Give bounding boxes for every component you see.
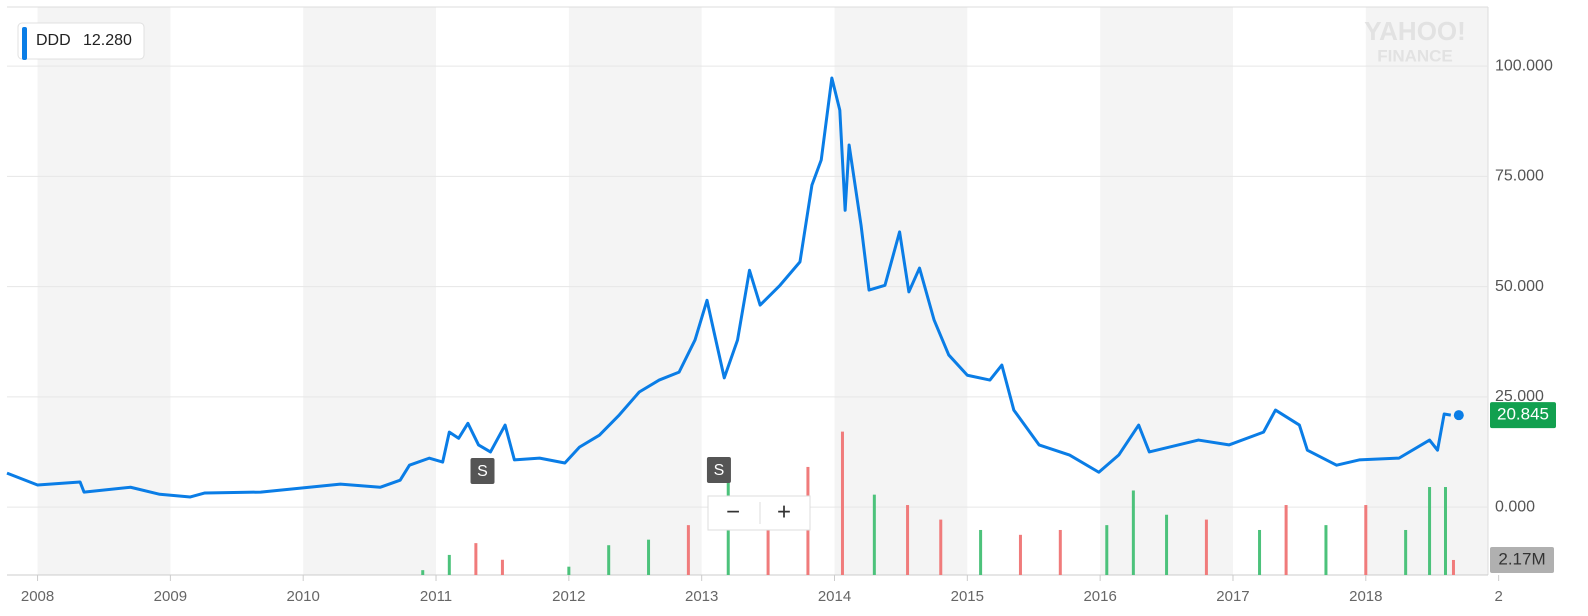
volume-bar xyxy=(979,529,983,575)
volume-bar xyxy=(500,559,504,575)
x-tick-label: 2012 xyxy=(552,588,585,605)
y-tick-label: 0.000 xyxy=(1495,498,1535,515)
legend-value: 12.280 xyxy=(83,32,132,49)
volume-bar xyxy=(1443,487,1447,575)
split-label: S xyxy=(714,462,725,479)
y-tick-label: 25.000 xyxy=(1495,388,1544,405)
volume-bar xyxy=(474,543,478,575)
y-tick-label: 50.000 xyxy=(1495,278,1544,295)
volume-bar xyxy=(939,519,943,575)
x-tick-label: 2014 xyxy=(818,588,851,605)
value-label-box xyxy=(1490,402,1556,429)
zoom-button[interactable]: − xyxy=(726,498,740,525)
volume-label: 2.17M xyxy=(1498,549,1545,568)
last-value-label: 20.845 xyxy=(1497,405,1549,424)
volume-bar xyxy=(1258,529,1262,575)
volume-bar xyxy=(1204,519,1208,575)
legend-name: DDD xyxy=(36,32,71,49)
split-marker[interactable] xyxy=(470,458,495,484)
volume-bar xyxy=(1131,490,1135,575)
volume-bar xyxy=(647,539,651,575)
year-band xyxy=(834,7,968,575)
volume-bar xyxy=(1018,534,1022,575)
volume-bar xyxy=(1105,525,1109,575)
x-tick-label: 2018 xyxy=(1349,588,1382,605)
x-tick-label: 2008 xyxy=(21,588,54,605)
year-band xyxy=(1365,7,1488,575)
volume-bar xyxy=(1364,505,1368,575)
volume-bar xyxy=(567,566,571,575)
x-tick-label: 2 xyxy=(1494,588,1502,605)
volume-bar xyxy=(840,431,844,575)
x-tick-label: 2013 xyxy=(685,588,718,605)
legend-swatch xyxy=(22,27,27,60)
volume-bar xyxy=(872,494,876,575)
x-tick-label: 2011 xyxy=(420,588,452,605)
volume-bar xyxy=(686,525,690,575)
split-marker[interactable] xyxy=(706,457,731,483)
year-band xyxy=(1100,7,1233,575)
watermark: FINANCE xyxy=(1377,46,1453,65)
volume-bar xyxy=(1451,559,1455,575)
volume-bar xyxy=(906,505,910,575)
volume-bar xyxy=(1284,505,1288,575)
volume-bar xyxy=(447,554,451,575)
year-band xyxy=(37,7,171,575)
x-tick-label: 2010 xyxy=(287,588,320,605)
zoom-button[interactable]: + xyxy=(777,498,791,525)
volume-bar xyxy=(1404,529,1408,575)
volume-bar xyxy=(1165,514,1169,575)
year-band xyxy=(303,7,437,575)
zoom-box xyxy=(707,495,811,531)
volume-bar xyxy=(1428,487,1432,575)
legend-box[interactable] xyxy=(17,22,145,60)
x-tick-label: 2015 xyxy=(951,588,984,605)
price-line xyxy=(6,76,1452,499)
split-label: S xyxy=(477,463,488,480)
watermark: YAHOO! xyxy=(1364,16,1466,46)
y-tick-label: 100.000 xyxy=(1495,57,1553,74)
value-label-box xyxy=(1490,546,1554,573)
last-point xyxy=(1453,410,1464,421)
y-tick-label: 75.000 xyxy=(1495,168,1544,185)
volume-bar xyxy=(766,514,770,575)
x-tick-label: 2009 xyxy=(154,588,187,605)
volume-bar xyxy=(421,570,425,575)
volume-bar xyxy=(1324,525,1328,575)
volume-bar xyxy=(607,545,611,575)
x-tick-label: 2016 xyxy=(1083,588,1116,605)
year-band xyxy=(568,7,702,575)
volume-bar xyxy=(1058,529,1062,575)
x-tick-label: 2017 xyxy=(1216,588,1249,605)
